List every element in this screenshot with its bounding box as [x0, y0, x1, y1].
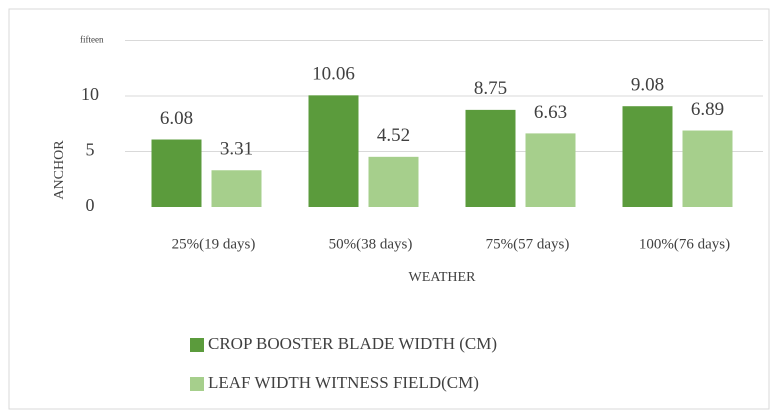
x-tick-label: 50%(38 days) — [329, 236, 413, 252]
bar — [368, 156, 419, 207]
legend-swatch — [190, 377, 204, 391]
data-label: 6.08 — [160, 108, 193, 129]
x-tick-label: 25%(19 days) — [172, 236, 256, 252]
y-tick-label: 5 — [86, 140, 95, 160]
data-label: 3.31 — [220, 139, 253, 160]
x-axis-title: WEATHER — [409, 270, 477, 285]
chart-border — [8, 8, 770, 410]
bar — [211, 170, 262, 207]
y-axis-title: ANCHOR — [52, 140, 67, 200]
bar — [308, 95, 359, 207]
y-tick-label: 0 — [86, 195, 95, 215]
data-label: 9.08 — [631, 75, 664, 96]
bar — [622, 106, 673, 207]
bar — [465, 109, 516, 207]
legend-swatch — [190, 338, 204, 352]
bar — [151, 139, 202, 207]
data-label: 4.52 — [377, 125, 410, 146]
data-label: 8.75 — [474, 78, 507, 99]
x-tick-label: 100%(76 days) — [639, 236, 730, 252]
data-label: 10.06 — [312, 64, 355, 85]
data-label: 6.89 — [691, 99, 724, 120]
legend-label: CROP BOOSTER BLADE WIDTH (CM) — [208, 334, 497, 353]
y-tick-label: 10 — [81, 84, 99, 104]
y-tick-label: fifteen — [80, 35, 104, 45]
data-label: 6.63 — [534, 102, 567, 123]
bar — [525, 133, 576, 207]
bar — [682, 130, 733, 207]
x-tick-label: 75%(57 days) — [486, 236, 570, 252]
legend-label: LEAF WIDTH WITNESS FIELD(CM) — [208, 373, 479, 392]
